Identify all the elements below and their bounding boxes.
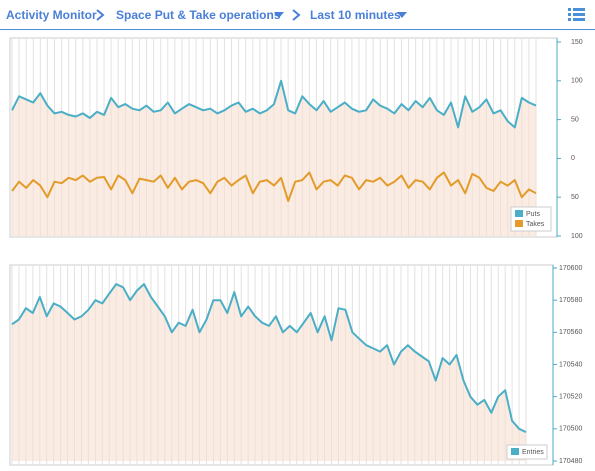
y-tick-label: 170500 — [559, 426, 582, 433]
y-tick-label: 170540 — [559, 361, 582, 368]
dropdown-arrow[interactable] — [274, 12, 284, 18]
menu-icon[interactable] — [568, 8, 585, 21]
y-tick-label: 170480 — [559, 458, 582, 465]
separator — [292, 9, 301, 21]
y-tick-label: 170520 — [559, 394, 582, 401]
y-tick-label: 50 — [571, 116, 579, 123]
y-tick-label: 0 — [571, 155, 575, 162]
line — [11, 79, 537, 129]
dropdown-arrow[interactable] — [397, 12, 407, 18]
breadcrumb[interactable]: Activity Monitor — [6, 8, 97, 22]
separators — [96, 9, 301, 21]
line — [11, 171, 537, 203]
area — [12, 284, 526, 461]
y-tick-label: 100 — [571, 78, 583, 85]
breadcrumb-dropdown[interactable]: Space Put & Take operations — [116, 8, 281, 22]
legend-swatch — [515, 220, 523, 227]
legend-swatch — [515, 210, 523, 217]
legend-swatch — [511, 448, 519, 455]
breadcrumb-dropdown[interactable]: Last 10 minutes — [310, 8, 401, 22]
y-tick-label: 50 — [571, 194, 579, 201]
y-tick-label: 170580 — [559, 297, 582, 304]
separator — [96, 9, 105, 21]
legend-label: Takes — [526, 221, 545, 228]
y-tick-label: 170600 — [559, 265, 582, 272]
header: Activity Monitor Space Put & Take operat… — [0, 0, 595, 30]
line — [11, 283, 527, 434]
legend-label: Puts — [526, 211, 541, 218]
area — [12, 80, 536, 236]
legend-label: Entries — [522, 449, 544, 456]
y-tick-label: 100 — [571, 233, 583, 240]
y-tick-label: 170560 — [559, 329, 582, 336]
y-tick-label: 150 — [571, 39, 583, 46]
